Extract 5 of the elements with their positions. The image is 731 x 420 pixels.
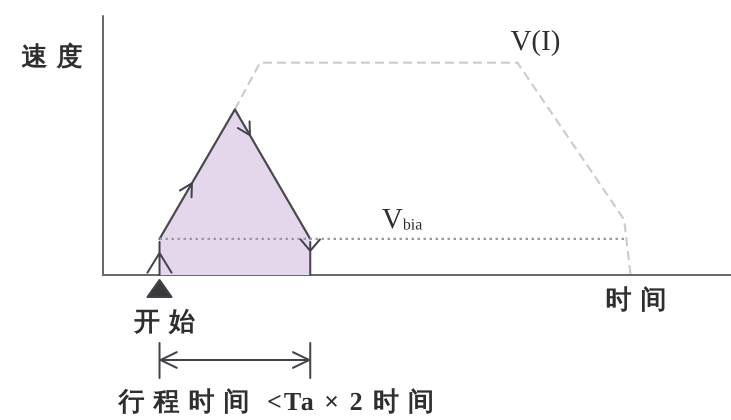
x-axis-title: 时间	[606, 284, 676, 314]
text: 行程时间 <Ta × 2 时间	[118, 386, 444, 416]
text: 开始	[134, 306, 204, 336]
series-label: V(I)	[510, 24, 560, 58]
y-axis-title: 速度	[22, 42, 92, 72]
